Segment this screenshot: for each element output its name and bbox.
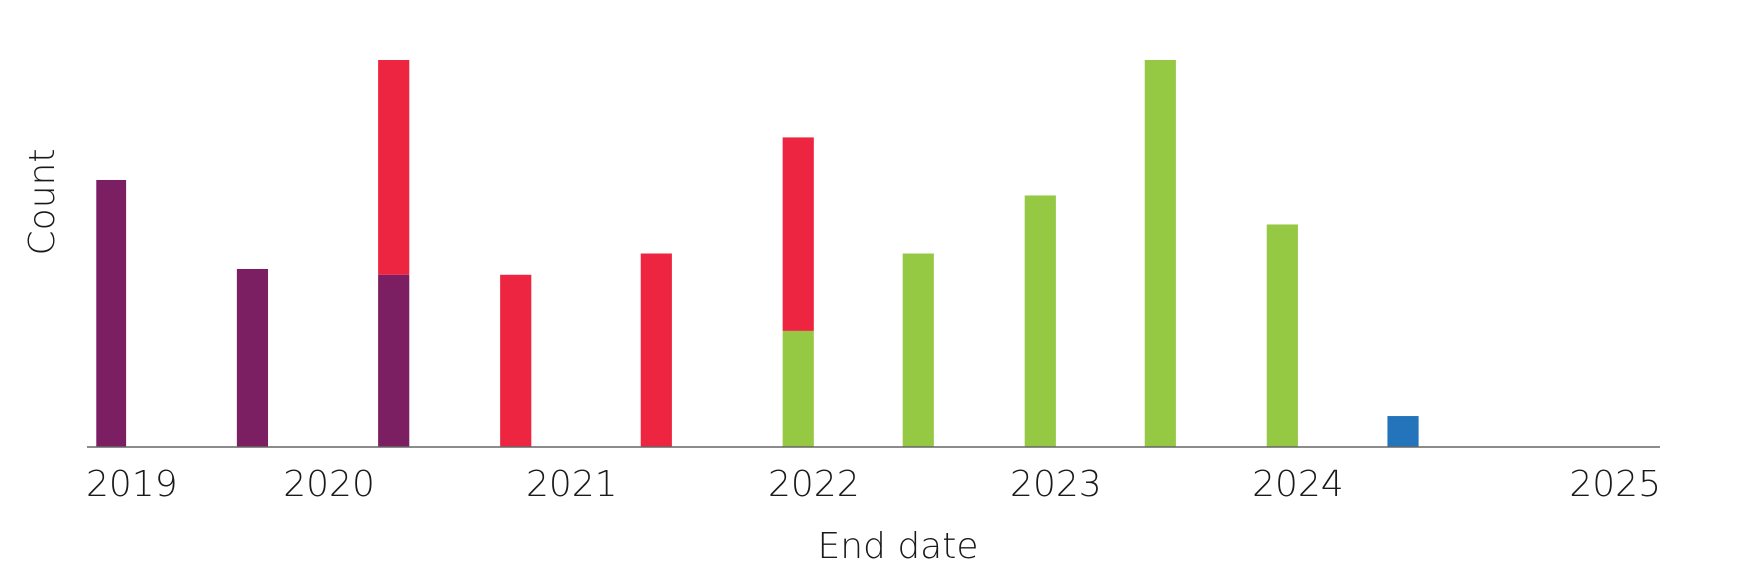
bar-4-segment-0: [640, 253, 672, 447]
x-tick-label-2025: 2025: [1569, 464, 1661, 505]
bars-group: [96, 60, 1419, 447]
bar-5-segment-1: [782, 137, 814, 331]
bar-9-segment-0: [1266, 224, 1298, 447]
bar-5-segment-0: [782, 330, 814, 447]
x-tick-label-2024: 2024: [1252, 464, 1344, 505]
bar-3-segment-0: [500, 274, 532, 447]
bar-6-segment-0: [902, 253, 934, 447]
bar-2-segment-0: [378, 274, 410, 447]
x-tick-label-2019: 2019: [86, 464, 178, 505]
x-tick-label-2022: 2022: [768, 464, 860, 505]
bar-1-segment-0: [236, 268, 269, 447]
bar-7-segment-0: [1024, 195, 1056, 447]
bar-0-segment-0: [96, 179, 127, 447]
x-tick-label-2021: 2021: [526, 464, 618, 505]
bar-8-segment-0: [1144, 60, 1176, 447]
bar-10-segment-0: [1387, 416, 1419, 447]
y-axis-title: Count: [22, 149, 63, 256]
x-tick-label-2020: 2020: [283, 464, 375, 505]
x-tick-labels: 2019 2020 2021 2022 2023 2024 2025: [86, 464, 1661, 505]
bar-2-segment-1: [378, 60, 410, 275]
x-axis-title: End date: [817, 526, 978, 567]
x-tick-label-2023: 2023: [1010, 464, 1102, 505]
